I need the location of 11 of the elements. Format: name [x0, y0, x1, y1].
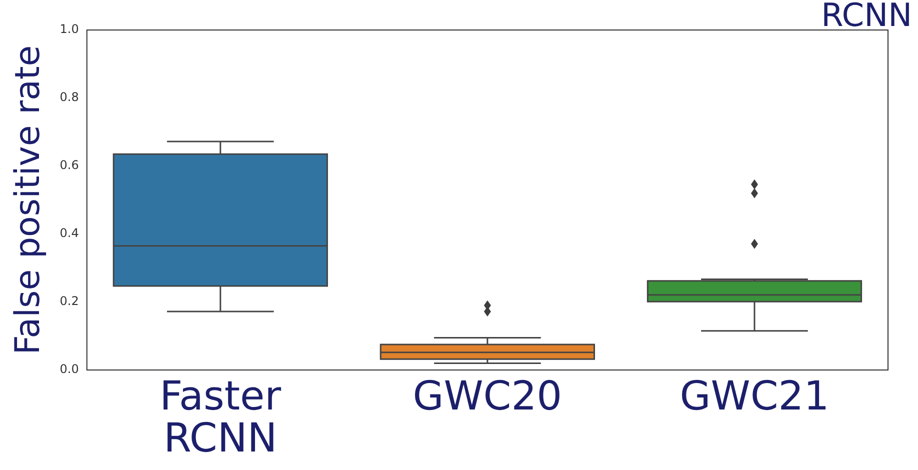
- x-tick-label: Faster RCNN: [160, 373, 282, 462]
- y-tick-label: 0.4: [60, 226, 79, 240]
- y-tick-label: 0.2: [60, 294, 79, 308]
- x-tick-label: GWC20: [412, 373, 562, 420]
- y-axis-title: False positive rate: [8, 45, 48, 355]
- y-tick-label: 0.8: [60, 90, 79, 104]
- y-tick-label: 0.0: [60, 362, 79, 376]
- y-tick-label: 1.0: [60, 22, 79, 36]
- x-tick-label: GWC21: [680, 373, 830, 420]
- y-tick-label: 0.6: [60, 158, 79, 172]
- annotation: RCNN: [821, 0, 912, 34]
